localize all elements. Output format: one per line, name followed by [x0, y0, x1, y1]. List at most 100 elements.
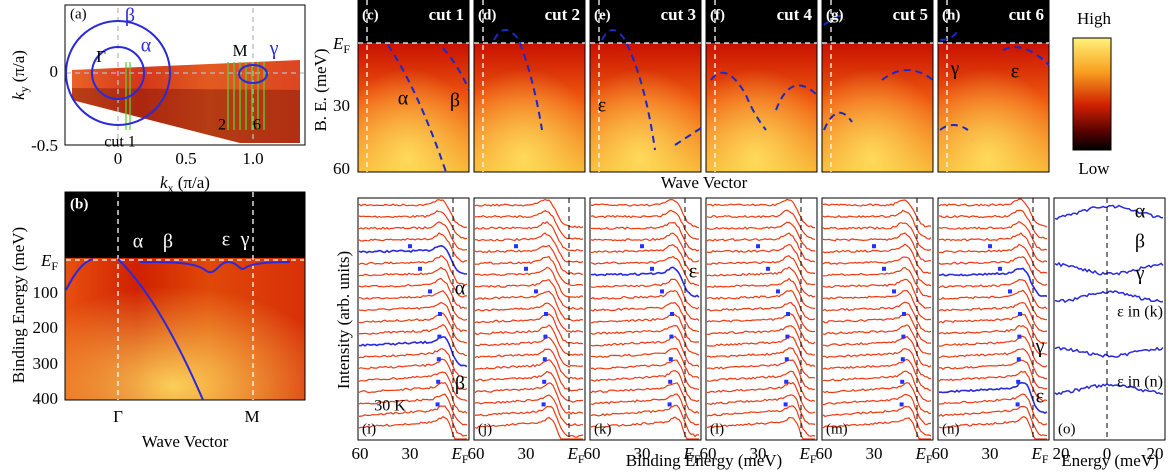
- label: cut 1: [104, 134, 136, 151]
- peak-marker: [543, 334, 548, 339]
- label: α: [133, 231, 144, 253]
- edc-curve: [938, 312, 1048, 344]
- peak-marker: [534, 289, 538, 294]
- symmetrized-curve: [1054, 290, 1164, 303]
- edc-curve: [938, 335, 1048, 368]
- label-part: (π/a): [174, 173, 210, 192]
- label-part: k: [9, 92, 28, 100]
- x-tick-label: Γ: [113, 407, 123, 426]
- x-tick-label: EF: [682, 444, 700, 466]
- label: M: [232, 41, 247, 60]
- intensity-map: [706, 43, 817, 172]
- edc-curve: [590, 359, 700, 390]
- dark-band: [358, 0, 469, 43]
- x-tick-label: 30: [750, 444, 767, 463]
- edc-curve: [938, 348, 1048, 380]
- edc-curve: [590, 255, 700, 287]
- label: 30 K: [374, 398, 406, 415]
- peak-marker: [669, 334, 674, 339]
- y-tick-label: 200: [33, 318, 59, 337]
- intensity-map: [65, 258, 305, 400]
- symmetrized-curve: [1054, 346, 1164, 358]
- edc-curve: [358, 371, 468, 402]
- edc-curve: [358, 254, 468, 286]
- edc-curve: [822, 358, 932, 391]
- edc-curve: [358, 323, 468, 357]
- edc-curve: [590, 393, 700, 426]
- edc-curve: [938, 405, 1048, 437]
- edc-curve: [706, 232, 816, 263]
- edc-curve: [822, 278, 932, 309]
- panel-frame: [589, 0, 702, 173]
- band-dispersion: [939, 29, 1050, 131]
- x-tick-label: 60: [584, 444, 601, 463]
- y-axis-label: Intensity (arb. units): [334, 251, 353, 389]
- band-dispersion: [387, 44, 470, 173]
- edc-curve: [938, 416, 1047, 440]
- edc-curve: [706, 221, 815, 252]
- edc-curve: [706, 198, 815, 229]
- edc-curve: [590, 382, 700, 414]
- edc-curve: [938, 232, 1048, 263]
- edc-curve: [474, 382, 584, 415]
- x-tick-label: 30: [982, 444, 999, 463]
- peak-marker: [756, 244, 760, 249]
- peak-marker: [670, 312, 674, 316]
- label: α: [455, 278, 466, 300]
- edc-curve: [822, 370, 932, 402]
- edc-curve: [938, 220, 1048, 251]
- edc-curve: [822, 417, 931, 440]
- peak-marker: [1008, 289, 1012, 294]
- peak-marker: [524, 266, 528, 271]
- panel-title: cut 5: [893, 5, 928, 24]
- edc-curve: [475, 266, 584, 299]
- panel-title: cut 2: [545, 5, 580, 24]
- label-part: F: [578, 452, 585, 466]
- label-part: E: [566, 444, 578, 463]
- edc-curve: [938, 359, 1048, 390]
- edc-curve: [822, 324, 932, 355]
- label: (n): [942, 421, 960, 437]
- edc-curve: [590, 347, 700, 379]
- edc-curve: [358, 277, 468, 309]
- label: ε in (n): [1117, 374, 1163, 391]
- dark-band: [590, 0, 701, 43]
- edc-curve: [358, 415, 467, 440]
- peak-marker: [784, 379, 789, 384]
- band-dispersion: [65, 258, 291, 401]
- label: (k): [594, 421, 612, 437]
- intensity-map: [474, 43, 585, 172]
- panel-frame: [937, 197, 1050, 441]
- edc-curve: [938, 324, 1048, 356]
- label-part: E: [1030, 444, 1042, 463]
- label: (d): [478, 7, 496, 23]
- label: (l): [710, 421, 724, 437]
- label: γ: [269, 38, 279, 60]
- x-tick-label: 0: [114, 149, 123, 168]
- x-tick-label: EF: [798, 444, 816, 466]
- x-tick-label: 30: [866, 444, 883, 463]
- label-part: E: [682, 444, 694, 463]
- x-tick-label: EF: [566, 444, 584, 466]
- label: β: [455, 373, 465, 395]
- edc-curve: [590, 244, 699, 274]
- panel-frame: [705, 197, 818, 441]
- x-tick-label: 0: [1103, 444, 1112, 463]
- label-part: E: [332, 34, 344, 53]
- peak-marker: [766, 266, 770, 271]
- edc-curve: [706, 325, 816, 356]
- x-axis-label: kx (π/a): [160, 173, 210, 195]
- peak-marker: [1018, 312, 1022, 316]
- label-part: E: [450, 444, 462, 463]
- label-part: x: [168, 181, 174, 195]
- label: (i): [362, 421, 376, 437]
- label: β: [125, 5, 135, 27]
- edc-curve: [475, 255, 584, 287]
- edc-curve: [590, 312, 700, 343]
- edc-curve: [358, 348, 467, 378]
- peak-marker: [1017, 334, 1022, 339]
- edc-curve: [358, 405, 467, 437]
- edc-curve: [706, 405, 816, 437]
- peak-marker: [640, 244, 644, 249]
- x-tick-label: 60: [700, 444, 717, 463]
